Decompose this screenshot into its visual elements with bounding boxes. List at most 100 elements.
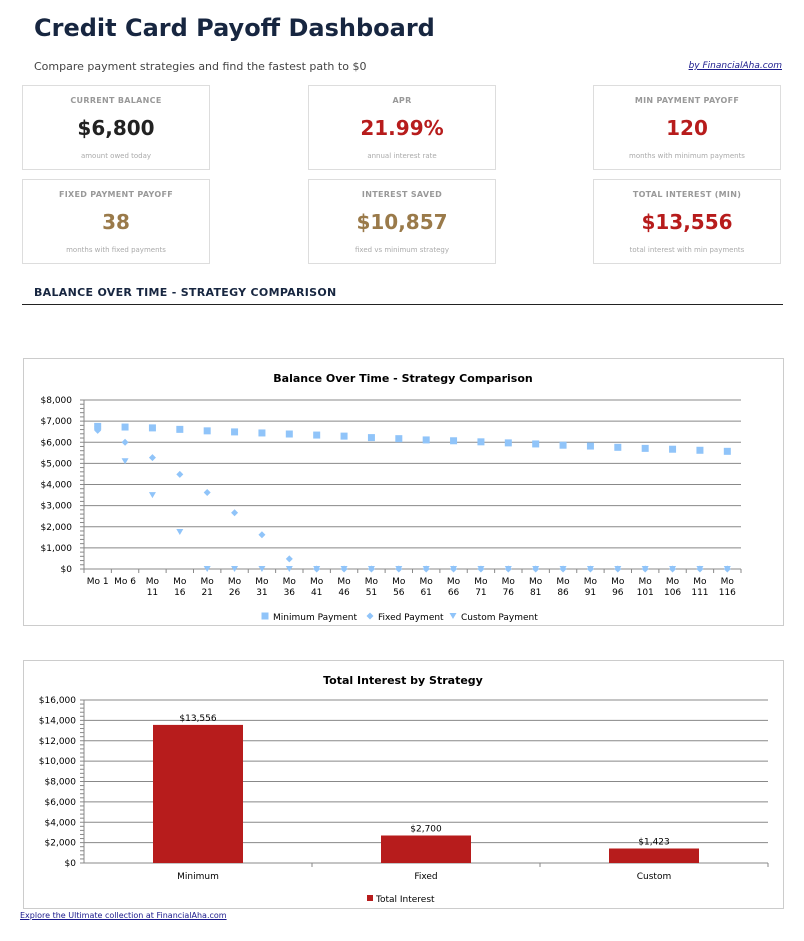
legend-label: Fixed Payment bbox=[378, 613, 444, 623]
x-tick-label: 21 bbox=[201, 588, 212, 598]
x-tick-label: 101 bbox=[637, 588, 654, 598]
point-square bbox=[258, 429, 266, 437]
interest-chart-panel: Total Interest by Strategy $0 $2,000 $4,000… bbox=[23, 660, 784, 909]
point-triangle-down bbox=[422, 566, 430, 572]
bar-custom bbox=[609, 848, 699, 863]
kpi-card: MIN PAYMENT PAYOFF 120 months with minimum… bbox=[593, 85, 781, 170]
page-title: Credit Card Payoff Dashboard bbox=[34, 14, 435, 42]
point-triangle-down bbox=[395, 566, 403, 572]
legend-marker bbox=[367, 895, 373, 901]
x-tick-label: Mo bbox=[556, 577, 570, 587]
kpi-note: amount owed today bbox=[80, 152, 152, 160]
x-tick-label: Mo bbox=[146, 577, 160, 587]
point-diamond bbox=[231, 509, 239, 517]
y-tick-label: $14,000 bbox=[39, 716, 76, 726]
x-tick-label: Mo 6 bbox=[114, 577, 136, 587]
footer-link[interactable]: Explore the Ultimate collection at Finan… bbox=[20, 911, 227, 920]
x-tick-label: Mo bbox=[584, 577, 598, 587]
legend-label: Total Interest bbox=[375, 895, 435, 905]
point-square bbox=[313, 431, 321, 439]
point-diamond bbox=[148, 454, 156, 462]
y-tick-label: $8,000 bbox=[41, 396, 73, 406]
point-triangle-down bbox=[696, 566, 704, 572]
section-divider bbox=[22, 304, 783, 305]
chart-title: Balance Over Time - Strategy Comparison bbox=[273, 372, 532, 385]
chart-title: Total Interest by Strategy bbox=[323, 674, 483, 687]
point-diamond bbox=[176, 470, 184, 478]
kpi-value: $6,800 bbox=[77, 116, 155, 140]
point-triangle-down bbox=[231, 566, 239, 572]
point-square bbox=[559, 441, 567, 449]
y-tick-label: $0 bbox=[61, 565, 73, 575]
x-tick-label: 71 bbox=[475, 588, 486, 598]
x-tick-label: Mo bbox=[611, 577, 625, 587]
point-triangle-down bbox=[586, 566, 594, 572]
x-tick-label: Mo bbox=[310, 577, 324, 587]
x-tick-label: 91 bbox=[585, 588, 596, 598]
kpi-label: INTEREST SAVED bbox=[361, 190, 443, 199]
point-square bbox=[148, 424, 156, 432]
byline-link[interactable]: by FinancialAha.com bbox=[688, 61, 782, 71]
data-label: $1,423 bbox=[638, 838, 670, 848]
x-tick-label: 46 bbox=[338, 588, 350, 598]
point-square bbox=[586, 442, 594, 450]
y-tick-label: $6,000 bbox=[41, 438, 73, 448]
point-triangle-down bbox=[504, 566, 512, 572]
y-tick-label: $6,000 bbox=[45, 798, 77, 808]
legend-marker-square bbox=[261, 612, 269, 620]
point-square bbox=[723, 447, 731, 455]
x-tick-label: Mo bbox=[529, 577, 543, 587]
point-square bbox=[504, 439, 512, 447]
x-tick-label: Mo bbox=[365, 577, 379, 587]
kpi-card: APR 21.99% annual interest rate bbox=[308, 85, 496, 170]
x-tick-label: Mo bbox=[392, 577, 406, 587]
x-tick-label: Mo bbox=[420, 577, 434, 587]
x-tick-label: Mo bbox=[255, 577, 269, 587]
y-tick-label: $7,000 bbox=[41, 417, 73, 427]
point-triangle-down bbox=[258, 566, 266, 572]
kpi-label: APR bbox=[392, 96, 412, 105]
point-triangle-down bbox=[121, 458, 129, 465]
kpi-card: TOTAL INTEREST (MIN) $13,556 total interes… bbox=[593, 179, 781, 264]
point-triangle-down bbox=[450, 566, 458, 572]
x-tick-label: Mo bbox=[502, 577, 516, 587]
x-tick-label: Mo 1 bbox=[87, 577, 109, 587]
kpi-card: CURRENT BALANCE $6,800 amount owed today bbox=[22, 85, 210, 170]
x-tick-label: Mo bbox=[721, 577, 735, 587]
point-square bbox=[641, 444, 649, 452]
legend-marker-triangle-down bbox=[449, 613, 457, 619]
point-triangle-down bbox=[94, 426, 102, 433]
point-triangle-down bbox=[340, 566, 348, 572]
point-square bbox=[367, 434, 375, 442]
x-tick-label: 31 bbox=[256, 588, 267, 598]
point-square bbox=[203, 427, 211, 435]
kpi-label: TOTAL INTEREST (MIN) bbox=[632, 190, 742, 199]
y-tick-label: $5,000 bbox=[41, 459, 73, 469]
kpi-label: MIN PAYMENT PAYOFF bbox=[634, 96, 740, 105]
x-tick-label: Minimum bbox=[177, 872, 219, 882]
kpi-value: 120 bbox=[666, 116, 708, 140]
point-square bbox=[450, 437, 458, 445]
x-tick-label: 76 bbox=[503, 588, 515, 598]
point-square bbox=[176, 425, 184, 433]
x-tick-label: 36 bbox=[284, 588, 296, 598]
page-subtitle: Compare payment strategies and find the … bbox=[34, 60, 367, 73]
point-square bbox=[285, 430, 293, 438]
kpi-note: fixed vs minimum strategy bbox=[355, 246, 449, 254]
x-tick-label: Mo bbox=[666, 577, 680, 587]
x-tick-label: 26 bbox=[229, 588, 241, 598]
legend-marker-diamond bbox=[366, 612, 374, 620]
data-label: $2,700 bbox=[410, 824, 442, 834]
y-tick-label: $8,000 bbox=[45, 778, 77, 788]
kpi-label: CURRENT BALANCE bbox=[70, 96, 162, 105]
x-tick-label: Mo bbox=[228, 577, 242, 587]
point-square bbox=[231, 428, 239, 436]
x-tick-label: 16 bbox=[174, 588, 186, 598]
x-tick-label: Mo bbox=[474, 577, 488, 587]
point-square bbox=[340, 432, 348, 440]
kpi-value: $13,556 bbox=[641, 210, 733, 234]
x-tick-label: 111 bbox=[691, 588, 708, 598]
bar-minimum bbox=[153, 724, 243, 863]
x-tick-label: 106 bbox=[664, 588, 681, 598]
x-tick-label: Mo bbox=[283, 577, 297, 587]
